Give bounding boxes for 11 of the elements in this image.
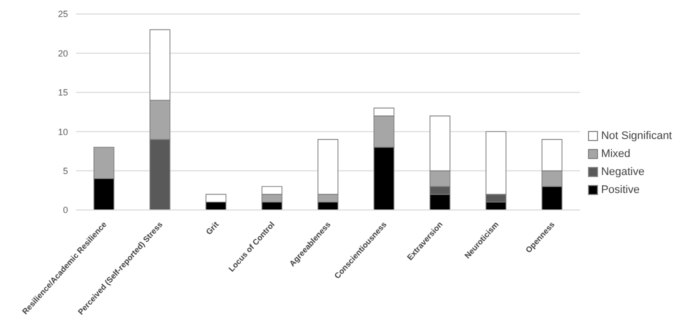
legend-label: Negative bbox=[600, 166, 646, 178]
legend-label: Positive bbox=[600, 184, 641, 196]
y-tick-label: 25 bbox=[58, 9, 68, 20]
legend-label: Mixed bbox=[600, 148, 632, 160]
y-tick-label: 5 bbox=[62, 166, 68, 176]
y-tick-label: 20 bbox=[58, 48, 68, 58]
y-tick-label: 0 bbox=[62, 205, 68, 216]
y-tick-label: 15 bbox=[58, 88, 68, 98]
x-tick-label: Grit bbox=[204, 220, 221, 237]
y-tick-label: 10 bbox=[58, 126, 68, 137]
legend-label: Not Significant bbox=[600, 130, 672, 142]
